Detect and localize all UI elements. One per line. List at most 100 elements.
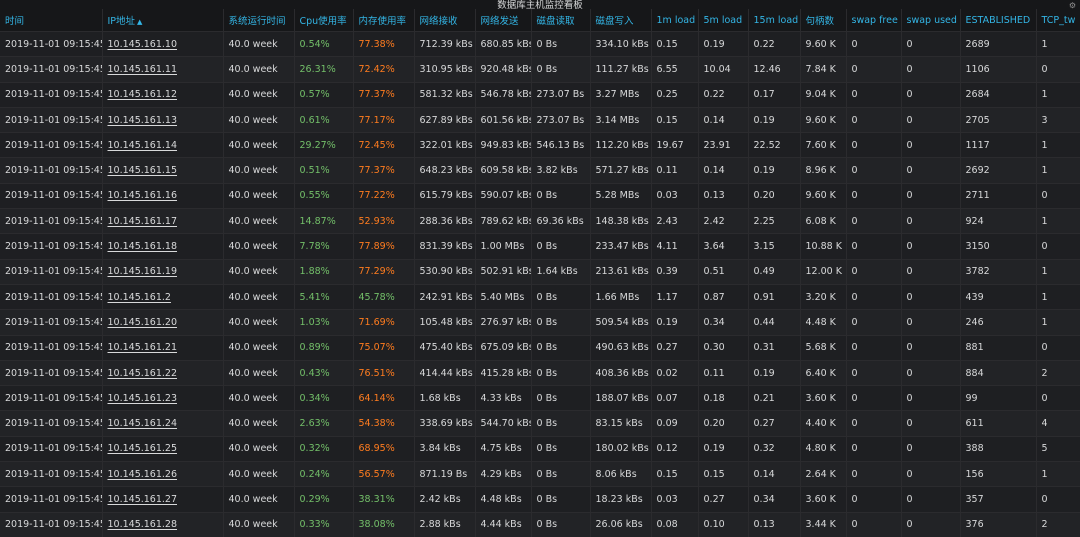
ip-link[interactable]: 10.145.161.26 bbox=[107, 468, 178, 480]
ip-link[interactable]: 10.145.161.22 bbox=[107, 367, 178, 379]
table-cell: 5.28 MBs bbox=[590, 182, 652, 209]
table-cell: 0.49 bbox=[748, 258, 801, 285]
column-header-12[interactable]: 句柄数 bbox=[800, 9, 847, 32]
table-cell: 648.23 kBs bbox=[414, 157, 476, 184]
table-cell[interactable]: 10.145.161.27 bbox=[102, 486, 224, 513]
ip-link[interactable]: 10.145.161.20 bbox=[107, 316, 178, 328]
table-cell: 2019-11-01 09:15:45 bbox=[0, 208, 103, 234]
table-cell: 40.0 week bbox=[223, 157, 295, 184]
column-header-8[interactable]: 磁盘写入 bbox=[590, 9, 652, 32]
table-cell[interactable]: 10.145.161.20 bbox=[102, 309, 224, 336]
ip-link[interactable]: 10.145.161.14 bbox=[107, 139, 178, 151]
table-cell[interactable]: 10.145.161.12 bbox=[102, 81, 224, 108]
table-cell[interactable]: 10.145.161.22 bbox=[102, 359, 224, 386]
column-header-16[interactable]: TCP_tw bbox=[1036, 9, 1080, 32]
table-cell: 1.17 bbox=[651, 283, 699, 310]
table-cell[interactable]: 10.145.161.11 bbox=[102, 56, 224, 83]
ip-link[interactable]: 10.145.161.2 bbox=[107, 291, 171, 303]
table-cell: 415.28 kBs bbox=[475, 359, 532, 386]
table-cell: 0 bbox=[846, 435, 902, 462]
column-header-11[interactable]: 15m load bbox=[748, 9, 801, 32]
ip-link[interactable]: 10.145.161.23 bbox=[107, 392, 178, 404]
table-cell: 0 bbox=[901, 106, 961, 133]
ip-link[interactable]: 10.145.161.27 bbox=[107, 493, 178, 505]
table-cell: 77.29% bbox=[353, 258, 415, 285]
table-cell: 273.07 Bs bbox=[531, 106, 591, 133]
table-cell[interactable]: 10.145.161.13 bbox=[102, 106, 224, 133]
settings-icon[interactable]: ⚙ bbox=[1068, 1, 1076, 10]
column-header-15[interactable]: ESTABLISHED bbox=[960, 9, 1037, 32]
ip-link[interactable]: 10.145.161.10 bbox=[107, 38, 178, 50]
table-cell: 0 bbox=[1036, 334, 1080, 361]
table-row: 2019-11-01 09:15:45 10.145.161.25 40.0 wee… bbox=[0, 435, 1080, 462]
table-cell: 273.07 Bs bbox=[531, 81, 591, 108]
table-cell: 4.40 K bbox=[800, 410, 847, 437]
table-cell: 40.0 week bbox=[223, 359, 295, 386]
ip-link[interactable]: 10.145.161.18 bbox=[107, 241, 178, 253]
panel-menu[interactable]: ⚙ bbox=[1065, 0, 1076, 12]
table-cell[interactable]: 10.145.161.14 bbox=[102, 132, 224, 158]
table-cell: 0.11 bbox=[698, 359, 749, 386]
table-cell: 871.19 Bs bbox=[414, 461, 476, 487]
ip-link[interactable]: 10.145.161.25 bbox=[107, 443, 178, 455]
table-cell: 334.10 kBs bbox=[590, 30, 652, 57]
table-cell[interactable]: 10.145.161.17 bbox=[102, 208, 224, 234]
table-cell: 0 bbox=[901, 359, 961, 386]
column-header-7[interactable]: 磁盘读取 bbox=[531, 9, 591, 32]
table-cell[interactable]: 10.145.161.21 bbox=[102, 334, 224, 361]
column-header-4[interactable]: 内存使用率 bbox=[353, 9, 415, 32]
ip-link[interactable]: 10.145.161.13 bbox=[107, 114, 178, 126]
column-header-10[interactable]: 5m load bbox=[698, 9, 749, 32]
table-row: 2019-11-01 09:15:45 10.145.161.19 40.0 wee… bbox=[0, 258, 1080, 285]
table-cell: 414.44 kBs bbox=[414, 359, 476, 386]
ip-link[interactable]: 10.145.161.11 bbox=[107, 63, 178, 75]
table-cell[interactable]: 10.145.161.10 bbox=[102, 30, 224, 57]
table-cell[interactable]: 10.145.161.19 bbox=[102, 258, 224, 285]
column-header-label: 15m load bbox=[753, 14, 799, 26]
table-cell: 3.82 kBs bbox=[531, 157, 591, 184]
table-cell: 0 Bs bbox=[531, 309, 591, 336]
ip-link[interactable]: 10.145.161.28 bbox=[107, 519, 178, 531]
table-cell: 0 bbox=[901, 258, 961, 285]
table-cell: 1117 bbox=[960, 132, 1037, 158]
table-cell: 0.27 bbox=[698, 486, 749, 513]
ip-link[interactable]: 10.145.161.19 bbox=[107, 266, 178, 278]
table-cell: 2684 bbox=[960, 81, 1037, 108]
table-cell[interactable]: 10.145.161.2 bbox=[102, 283, 224, 310]
ip-link[interactable]: 10.145.161.17 bbox=[107, 215, 178, 227]
column-header-1[interactable]: IP地址 ▲ bbox=[102, 9, 224, 32]
column-header-3[interactable]: Cpu使用率 bbox=[294, 9, 354, 32]
table-cell[interactable]: 10.145.161.16 bbox=[102, 182, 224, 209]
ip-link[interactable]: 10.145.161.21 bbox=[107, 342, 178, 354]
ip-link[interactable]: 10.145.161.16 bbox=[107, 190, 178, 202]
column-header-6[interactable]: 网络发送 bbox=[475, 9, 532, 32]
table-cell: 590.07 kBs bbox=[475, 182, 532, 209]
table-cell[interactable]: 10.145.161.15 bbox=[102, 157, 224, 184]
ip-link[interactable]: 10.145.161.12 bbox=[107, 89, 178, 101]
table-cell[interactable]: 10.145.161.23 bbox=[102, 385, 224, 411]
table-cell: 0.57% bbox=[294, 81, 354, 108]
table-cell: 0.11 bbox=[651, 157, 699, 184]
table-cell[interactable]: 10.145.161.25 bbox=[102, 435, 224, 462]
panel-title[interactable]: 数据库主机监控看板 bbox=[497, 0, 583, 11]
table-cell[interactable]: 10.145.161.18 bbox=[102, 233, 224, 260]
table-cell: 0.51 bbox=[698, 258, 749, 285]
table-cell: 1 bbox=[1036, 309, 1080, 336]
column-header-9[interactable]: 1m load bbox=[651, 9, 699, 32]
ip-link[interactable]: 10.145.161.24 bbox=[107, 418, 178, 430]
table-cell: 1 bbox=[1036, 283, 1080, 310]
column-header-5[interactable]: 网络接收 bbox=[414, 9, 476, 32]
table-cell: 29.27% bbox=[294, 132, 354, 158]
table-cell: 0 bbox=[846, 233, 902, 260]
table-cell: 23.91 bbox=[698, 132, 749, 158]
table-cell: 0 bbox=[1036, 56, 1080, 83]
table-cell[interactable]: 10.145.161.24 bbox=[102, 410, 224, 437]
table-cell: 1 bbox=[1036, 81, 1080, 108]
column-header-2[interactable]: 系统运行时间 bbox=[223, 9, 295, 32]
table-cell[interactable]: 10.145.161.26 bbox=[102, 461, 224, 487]
ip-link[interactable]: 10.145.161.15 bbox=[107, 165, 178, 177]
column-header-13[interactable]: swap free bbox=[846, 9, 902, 32]
column-header-14[interactable]: swap used bbox=[901, 9, 961, 32]
table-cell: 2019-11-01 09:15:45 bbox=[0, 461, 103, 487]
column-header-0[interactable]: 时间 bbox=[0, 9, 103, 32]
